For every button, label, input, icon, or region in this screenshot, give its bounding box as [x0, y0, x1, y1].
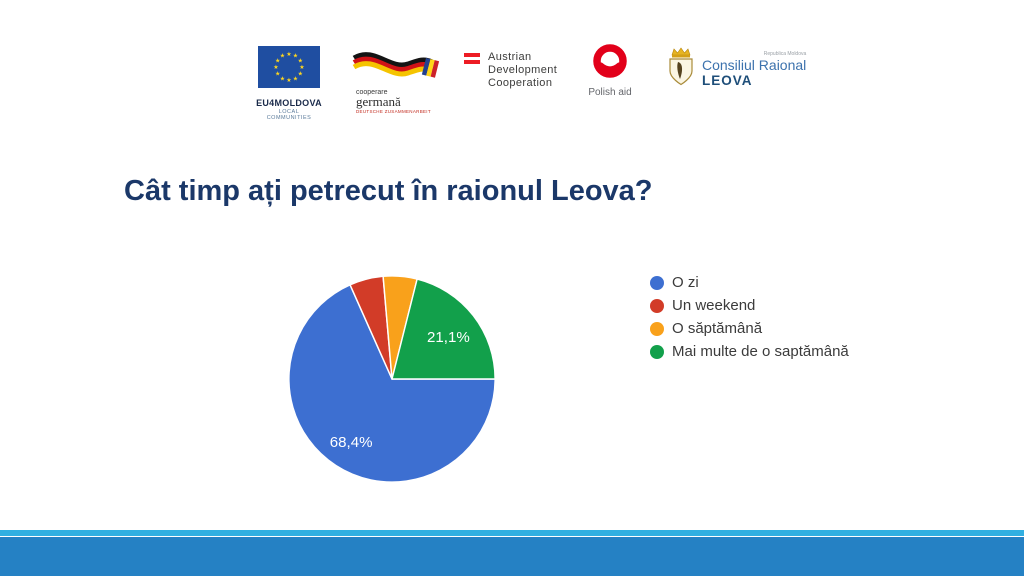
pie-slice-o-zi: [288, 284, 496, 483]
svg-text:★: ★: [298, 58, 303, 65]
austrian-logo-line3: Cooperation: [488, 77, 553, 89]
legend-label: Un weekend: [672, 297, 756, 314]
leova-logo-line2: LEOVA: [702, 73, 753, 88]
legend-label: O zi: [672, 274, 699, 291]
eu4moldova-logo: ★ ★ ★ ★ ★ ★ ★ ★ ★ ★ ★ ★ EU4MOLDOVA LOCAL COMMUNI…: [256, 46, 322, 121]
eu-logo-title: EU4MOLDOVA: [256, 98, 322, 108]
legend-dot-blue-icon: [650, 275, 664, 290]
svg-text:★: ★: [286, 77, 291, 84]
pie-slice-mai-multe: [391, 278, 496, 380]
polish-aid-label: Polish aid: [588, 87, 632, 98]
legend-label: O săptămână: [672, 320, 763, 337]
polish-aid-logo: Polish aid: [585, 42, 635, 98]
legend-label: Mai multe de o saptămână: [672, 343, 849, 360]
eu-flag-icon: ★ ★★ ★★★ ★★★ ★★★: [258, 46, 320, 88]
svg-text:★: ★: [273, 64, 278, 71]
german-logo-line3: DEUTSCHE ZUSAMMENARBEIT: [356, 109, 431, 114]
svg-text:★: ★: [280, 53, 285, 60]
austrian-development-cooperation-logo: Austrian Development Cooperation: [464, 51, 557, 90]
svg-text:★: ★: [275, 58, 280, 65]
polish-aid-ring-icon: [593, 44, 627, 78]
svg-text:★: ★: [293, 75, 298, 82]
svg-text:★: ★: [299, 64, 304, 71]
legend-item-o-zi: O zi: [650, 271, 849, 294]
german-cooperation-logo: cooperare germană DEUTSCHE ZUSAMMENARBEI…: [350, 46, 444, 114]
austrian-logo-line1: Austrian: [488, 51, 532, 63]
pie-value-label-o-zi: 68,4%: [330, 434, 373, 451]
leova-logo-line1: Consiliul Raional: [702, 57, 807, 73]
german-logo-line2: germană: [356, 94, 401, 109]
page-title: Cât timp ați petrecut în raionul Leova?: [124, 175, 653, 207]
leova-logo-text: Republica Moldova Consiliul Raional LEOV…: [702, 45, 806, 88]
chart-legend: O zi Un weekend O săptămână Mai multe de…: [650, 271, 849, 363]
austrian-logo-text: Austrian Development Cooperation: [488, 51, 557, 90]
consiliul-raional-leova-logo: Republica Moldova Consiliul Raional LEOV…: [664, 45, 806, 89]
footer-blue-bar: [0, 537, 1024, 576]
legend-dot-orange-icon: [650, 321, 664, 336]
austria-flag-icon: [464, 53, 480, 65]
svg-text:★: ★: [286, 51, 291, 58]
svg-text:★: ★: [280, 75, 285, 82]
leova-coat-of-arms-icon: [669, 47, 693, 86]
german-ribbon-icon: [352, 52, 440, 78]
svg-text:★: ★: [293, 53, 298, 60]
legend-dot-red-icon: [650, 298, 664, 313]
svg-text:★: ★: [275, 71, 280, 78]
legend-item-un-weekend: Un weekend: [650, 294, 849, 317]
legend-item-mai-multe: Mai multe de o saptămână: [650, 340, 849, 363]
pie-value-label-mai-multe: 21,1%: [427, 329, 470, 346]
austrian-logo-line2: Development: [488, 64, 558, 76]
footer-light-blue-strip: [0, 530, 1024, 536]
leova-logo-small-text: Republica Moldova: [763, 51, 807, 57]
legend-dot-green-icon: [650, 344, 664, 359]
german-logo-line1: cooperare: [356, 89, 388, 96]
svg-text:★: ★: [298, 71, 303, 78]
eu-logo-subtitle: LOCAL COMMUNITIES: [266, 109, 312, 121]
pie-chart: 68,4% 21,1%: [285, 272, 499, 486]
legend-item-o-saptamana: O săptămână: [650, 317, 849, 340]
